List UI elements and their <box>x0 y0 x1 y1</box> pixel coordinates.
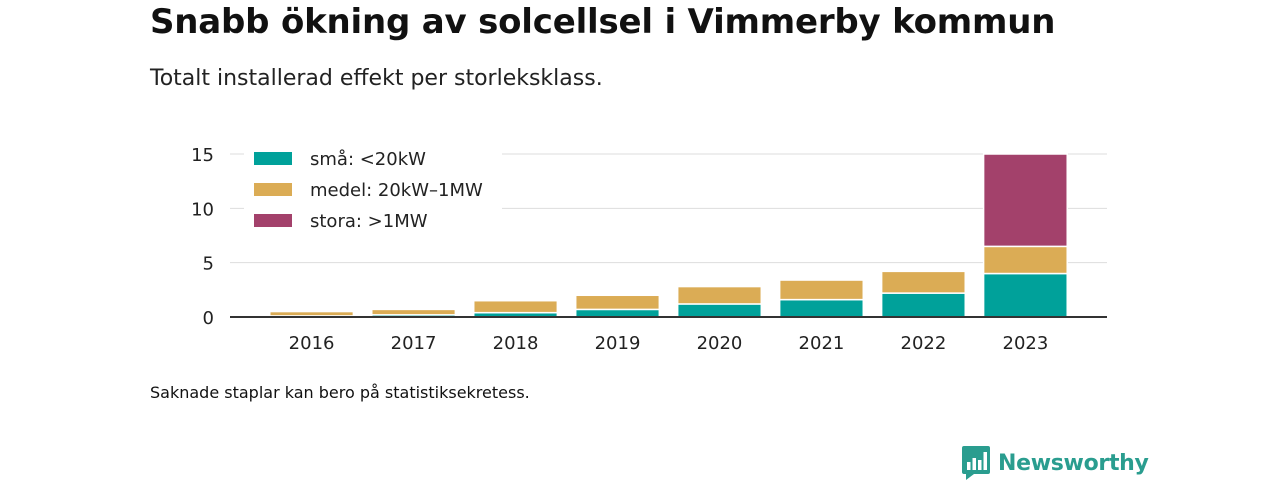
x-tick-label: 2022 <box>901 333 947 354</box>
legend-swatch <box>254 214 292 227</box>
newsworthy-logo-icon <box>962 446 990 480</box>
brand-logo: Newsworthy <box>962 446 1149 480</box>
x-axis-ticks: 2016 2017 2018 2019 2020 2021 2022 2023 <box>289 333 1049 354</box>
x-tick-label: 2020 <box>697 333 743 354</box>
chart-subtitle: Totalt installerad effekt per storlekskl… <box>150 66 603 91</box>
y-axis-ticks: 0 5 10 15 <box>191 145 214 329</box>
y-tick-label: 0 <box>203 308 214 329</box>
y-tick-label: 15 <box>191 145 214 166</box>
bar-segment <box>370 308 457 316</box>
x-tick-label: 2023 <box>1003 333 1049 354</box>
y-tick-label: 10 <box>191 199 214 220</box>
legend-swatch <box>254 183 292 196</box>
bar-segment <box>574 294 661 311</box>
bar-segment <box>982 245 1068 275</box>
bar-segment <box>778 298 865 318</box>
legend-label: medel: 20kW–1MW <box>310 180 483 201</box>
bar-segment <box>982 153 1068 248</box>
bar-segment <box>574 308 661 318</box>
legend-label: små: <20kW <box>310 149 426 170</box>
bar-segment <box>269 310 355 317</box>
bar-segment <box>676 303 763 318</box>
footnote: Saknade staplar kan bero på statistiksek… <box>150 383 530 402</box>
legend-swatch <box>254 152 292 165</box>
x-tick-label: 2018 <box>493 333 539 354</box>
bar-segment <box>880 270 967 294</box>
x-tick-label: 2019 <box>595 333 641 354</box>
x-tick-label: 2017 <box>391 333 437 354</box>
bar-segment <box>880 292 967 318</box>
legend: små: <20kW medel: 20kW–1MW stora: >1MW <box>244 140 502 244</box>
bars <box>269 153 1068 318</box>
y-tick-label: 5 <box>203 254 214 275</box>
chart-title: Snabb ökning av solcellsel i Vimmerby ko… <box>150 2 1056 42</box>
bar-segment <box>778 279 865 301</box>
brand-name: Newsworthy <box>998 450 1149 476</box>
legend-label: stora: >1MW <box>310 211 428 232</box>
bar-segment <box>676 285 763 305</box>
x-tick-label: 2021 <box>799 333 845 354</box>
bar-segment <box>982 272 1068 318</box>
x-tick-label: 2016 <box>289 333 335 354</box>
bar-segment <box>472 299 559 314</box>
